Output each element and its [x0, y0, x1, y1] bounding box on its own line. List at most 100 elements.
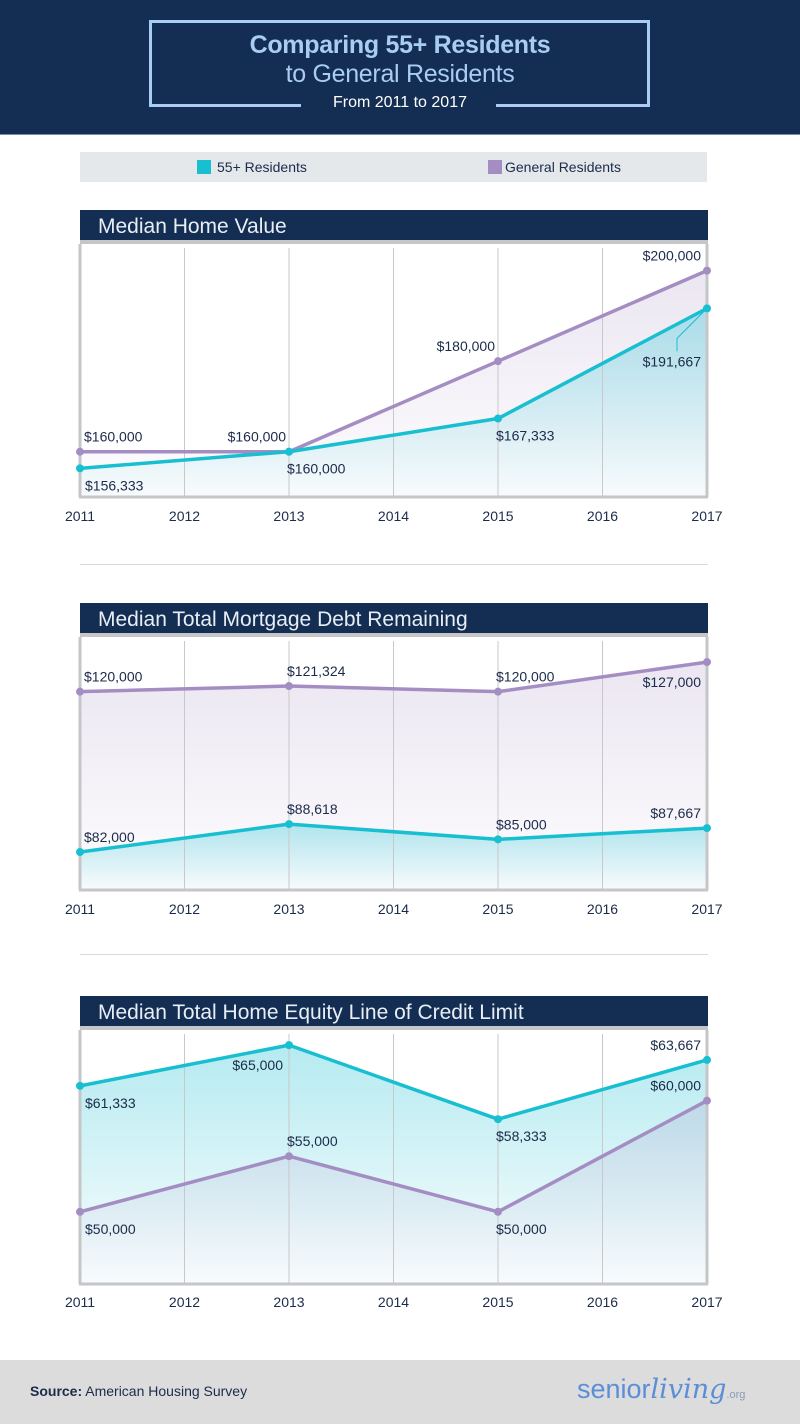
- x-tick-label: 2015: [482, 1294, 513, 1310]
- data-label-senior: $58,333: [496, 1128, 547, 1144]
- data-point-general: [494, 687, 502, 696]
- x-tick-label: 2014: [378, 508, 409, 524]
- source-text: American Housing Survey: [85, 1383, 248, 1399]
- data-point-general: [494, 357, 502, 366]
- data-point-senior: [76, 464, 84, 473]
- source-label: Source:: [30, 1383, 83, 1399]
- x-tick-label: 2012: [169, 508, 200, 524]
- x-tick-label: 2017: [691, 901, 722, 917]
- label-leader-line: [676, 308, 708, 352]
- data-point-senior: [285, 447, 293, 456]
- data-label-general: $60,000: [650, 1078, 701, 1094]
- x-tick-label: 2015: [482, 901, 513, 917]
- legend: 55+ Residents General Residents: [80, 152, 707, 182]
- data-point-general: [703, 1096, 711, 1105]
- x-tick-label: 2017: [691, 1294, 722, 1310]
- x-tick-label: 2014: [378, 901, 409, 917]
- logo-text-org: .org: [726, 1389, 746, 1401]
- data-label-senior: $167,333: [496, 428, 555, 444]
- series-line-general: [80, 269, 708, 454]
- data-label-general: $55,000: [287, 1133, 338, 1149]
- legend-label-general: General Residents: [505, 159, 621, 175]
- section-divider: [80, 954, 708, 955]
- data-label-senior: $65,000: [232, 1057, 283, 1073]
- data-label-general: $121,324: [287, 663, 346, 679]
- data-label-general: $180,000: [437, 338, 496, 354]
- legend-item-senior: 55+ Residents: [197, 159, 307, 175]
- data-point-general: [285, 682, 293, 691]
- data-point-senior: [703, 1055, 711, 1064]
- x-tick-label: 2013: [273, 1294, 304, 1310]
- x-tick-label: 2011: [65, 508, 95, 524]
- data-label-senior: $63,667: [650, 1037, 701, 1053]
- legend-item-general: General Residents: [488, 159, 621, 175]
- data-label-general: $50,000: [496, 1221, 547, 1237]
- data-label-general: $200,000: [643, 248, 702, 264]
- area-fill-senior: [80, 308, 707, 497]
- chart-title: Median Total Mortgage Debt Remaining: [98, 608, 468, 631]
- data-label-senior: $85,000: [496, 816, 547, 832]
- x-tick-label: 2015: [482, 508, 513, 524]
- title-frame: [149, 20, 650, 107]
- page-title-line1: Comparing 55+ Residents: [249, 31, 551, 59]
- data-point-senior: [703, 824, 711, 833]
- data-point-senior: [76, 1081, 84, 1090]
- data-label-general: $50,000: [85, 1221, 136, 1237]
- x-tick-label: 2014: [378, 1294, 409, 1310]
- chart-title-bar-home-value: Median Home Value: [80, 210, 708, 244]
- data-point-general: [703, 658, 711, 667]
- x-tick-label: 2013: [273, 508, 304, 524]
- x-tick-label: 2012: [169, 901, 200, 917]
- legend-swatch-senior: [197, 160, 211, 174]
- legend-swatch-general: [488, 160, 502, 174]
- data-label-general: $120,000: [496, 669, 555, 685]
- title-frame-rule-left: [149, 104, 301, 107]
- data-label-general: $120,000: [84, 669, 143, 685]
- data-point-general: [494, 1207, 502, 1216]
- x-tick-label: 2013: [273, 901, 304, 917]
- title-frame-rule-right: [496, 104, 650, 107]
- seniorliving-logo[interactable]: seniorliving.org: [577, 1374, 745, 1405]
- data-point-general: [285, 1152, 293, 1161]
- x-tick-label: 2011: [65, 901, 95, 917]
- data-label-senior: $156,333: [85, 477, 144, 493]
- source-note: Source: American Housing Survey: [30, 1383, 247, 1399]
- x-tick-label: 2011: [65, 1294, 95, 1310]
- data-label-senior: $61,333: [85, 1095, 136, 1111]
- series-line-senior: [79, 1043, 708, 1121]
- x-tick-label: 2016: [587, 901, 618, 917]
- header-banner: Comparing 55+ Residents to General Resid…: [0, 0, 800, 135]
- data-point-general: [76, 1207, 84, 1216]
- legend-label-senior: 55+ Residents: [217, 159, 307, 175]
- x-tick-label: 2012: [169, 1294, 200, 1310]
- x-tick-label: 2016: [587, 508, 618, 524]
- data-label-senior: $87,667: [650, 805, 701, 821]
- data-point-senior: [494, 1115, 502, 1124]
- logo-text-living: living: [650, 1374, 727, 1405]
- x-tick-label: 2017: [691, 508, 722, 524]
- data-point-senior: [285, 820, 293, 829]
- chart-title-bar-mortgage-debt: Median Total Mortgage Debt Remaining: [80, 603, 708, 637]
- data-point-senior: [76, 848, 84, 857]
- data-label-general: $127,000: [643, 674, 702, 690]
- series-line-senior: [79, 822, 708, 854]
- series-line-general: [79, 660, 708, 694]
- data-label-senior: $82,000: [84, 829, 135, 845]
- x-tick-label: 2016: [587, 1294, 618, 1310]
- page-subtitle: From 2011 to 2017: [332, 94, 467, 111]
- series-line-senior: [79, 306, 708, 471]
- data-label-general: $160,000: [84, 429, 143, 445]
- data-label-senior: $88,618: [287, 801, 338, 817]
- data-label-senior: $160,000: [287, 461, 346, 477]
- data-label-senior: $191,667: [643, 353, 702, 369]
- chart-title-bar-heloc: Median Total Home Equity Line of Credit …: [80, 996, 708, 1030]
- chart-title: Median Home Value: [98, 215, 287, 238]
- data-point-senior: [494, 835, 502, 844]
- data-point-general: [76, 687, 84, 696]
- data-point-senior: [494, 414, 502, 423]
- page-title-line2: to General Residents: [285, 60, 515, 88]
- data-point-general: [76, 447, 84, 456]
